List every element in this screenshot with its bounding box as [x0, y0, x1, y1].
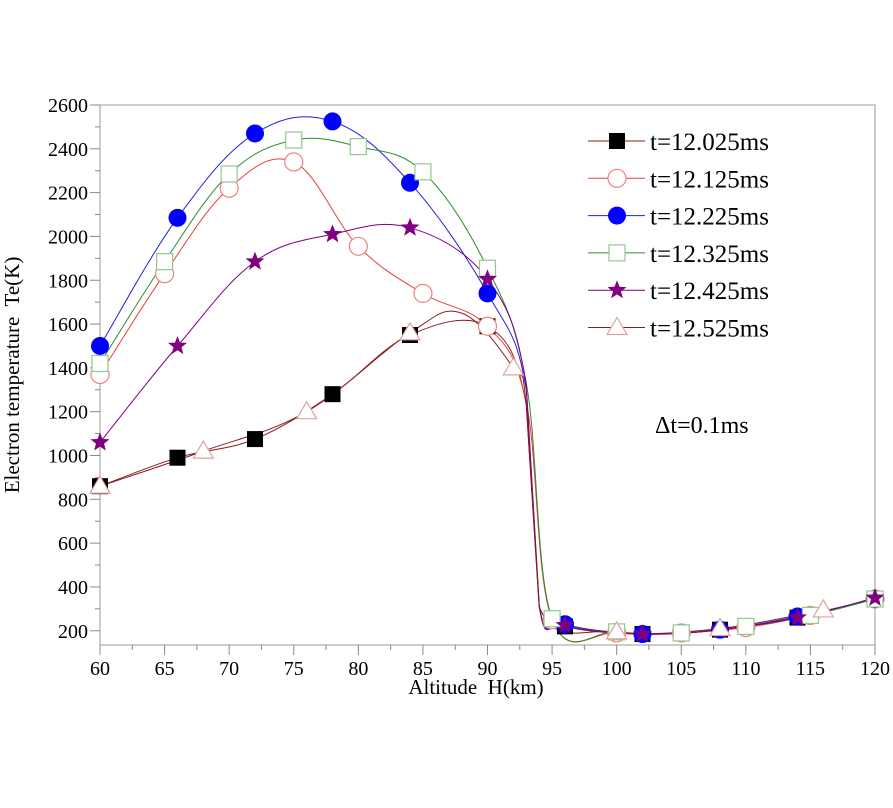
data-point-series-3	[737, 617, 755, 635]
y-tick-label: 1000	[48, 446, 88, 468]
y-tick-label: 2400	[48, 139, 88, 161]
data-point-series-0	[169, 449, 186, 466]
legend-label-4: t=12.425ms	[650, 278, 769, 305]
data-point-series-4	[788, 607, 807, 626]
data-point-series-1	[348, 236, 368, 256]
axes: 60 65 70 75 80 85 90 95 100 105 110 115 120 200 400 600…	[48, 95, 890, 680]
data-point-series-3	[220, 165, 238, 183]
data-point-series-0	[247, 431, 263, 448]
y-tick-label: 2200	[48, 183, 88, 205]
y-tick-label: 400	[58, 577, 88, 599]
x-tick-label: 85	[413, 658, 433, 680]
y-axis-label: Electron temperature Te(K)	[0, 257, 24, 494]
legend-marker-1	[607, 168, 627, 188]
data-point-series-5	[192, 439, 215, 459]
data-point-series-2	[91, 336, 109, 355]
y-tick-label: 200	[58, 621, 88, 643]
data-point-series-5	[398, 321, 422, 341]
series-line-5	[99, 310, 824, 635]
data-point-series-5	[812, 598, 835, 618]
series-lines	[99, 116, 876, 643]
data-point-series-1	[477, 316, 498, 336]
data-point-series-2	[478, 284, 497, 303]
x-tick-label: 105	[666, 658, 696, 680]
data-point-series-4	[633, 624, 652, 643]
legend-label-2: t=12.225ms	[650, 204, 769, 231]
series-line-2	[99, 116, 876, 635]
legend-marker-2	[608, 206, 626, 225]
data-point-series-5	[88, 474, 112, 494]
series-line-1	[99, 158, 876, 642]
data-point-series-2	[323, 112, 342, 131]
data-point-series-5	[295, 400, 318, 420]
y-tick-label: 600	[58, 533, 88, 555]
legend-marker-4	[607, 280, 627, 299]
data-point-series-4	[400, 217, 420, 236]
legend-label-5: t=12.525ms	[650, 316, 769, 343]
data-point-series-3	[349, 138, 367, 156]
data-point-series-5	[502, 356, 525, 376]
data-point-series-4	[90, 432, 110, 451]
data-point-series-0	[324, 386, 341, 403]
series-line-0	[99, 319, 876, 635]
x-tick-label: 120	[860, 658, 890, 680]
data-point-series-2	[246, 124, 264, 143]
data-point-series-4	[555, 615, 575, 634]
y-tick-label: 1600	[48, 314, 88, 336]
x-tick-label: 90	[478, 658, 498, 680]
data-point-series-3	[91, 354, 109, 373]
data-point-series-1	[284, 152, 304, 172]
series-markers	[88, 112, 885, 644]
data-point-series-2	[168, 208, 187, 227]
y-tick-label: 1400	[48, 358, 88, 380]
x-tick-label: 100	[602, 658, 632, 680]
x-tick-label: 95	[542, 658, 562, 680]
data-point-series-3	[543, 610, 561, 628]
legend-label-1: t=12.125ms	[650, 166, 769, 193]
data-point-series-4	[245, 251, 265, 270]
data-point-series-5	[605, 620, 628, 640]
y-tick-label: 1800	[48, 270, 88, 292]
legend-marker-0	[609, 133, 625, 149]
data-point-series-4	[323, 224, 342, 243]
x-tick-label: 80	[348, 658, 368, 680]
annotation-delta-t: Δt=0.1ms	[655, 413, 749, 439]
x-tick-label: 60	[90, 658, 110, 680]
x-axis-label: Altitude H(km)	[408, 675, 543, 699]
data-point-series-3	[155, 253, 174, 271]
data-point-series-4	[168, 336, 187, 355]
data-point-series-4	[865, 587, 885, 606]
data-point-series-3	[285, 131, 303, 149]
x-tick-label: 115	[796, 658, 825, 680]
legend-marker-3	[608, 244, 626, 262]
y-tick-label: 2000	[48, 226, 88, 248]
data-point-series-1	[413, 283, 433, 303]
data-point-series-5	[708, 617, 732, 637]
data-point-series-3	[672, 624, 690, 642]
y-tick-label: 2600	[48, 95, 88, 117]
y-tick-label: 800	[58, 489, 88, 511]
legend: t=12.025ms t=12.125ms t=12.225ms t=12.325ms…	[588, 129, 769, 343]
y-tick-label: 1200	[48, 402, 88, 424]
legend-marker-5	[605, 316, 629, 336]
x-tick-label: 110	[731, 658, 760, 680]
legend-label-0: t=12.025ms	[650, 129, 769, 156]
x-tick-label: 65	[155, 658, 175, 680]
data-point-series-3	[414, 163, 432, 181]
legend-label-3: t=12.325ms	[650, 241, 769, 268]
data-point-series-4	[478, 269, 497, 288]
x-tick-label: 75	[284, 658, 304, 680]
x-tick-label: 70	[219, 658, 239, 680]
